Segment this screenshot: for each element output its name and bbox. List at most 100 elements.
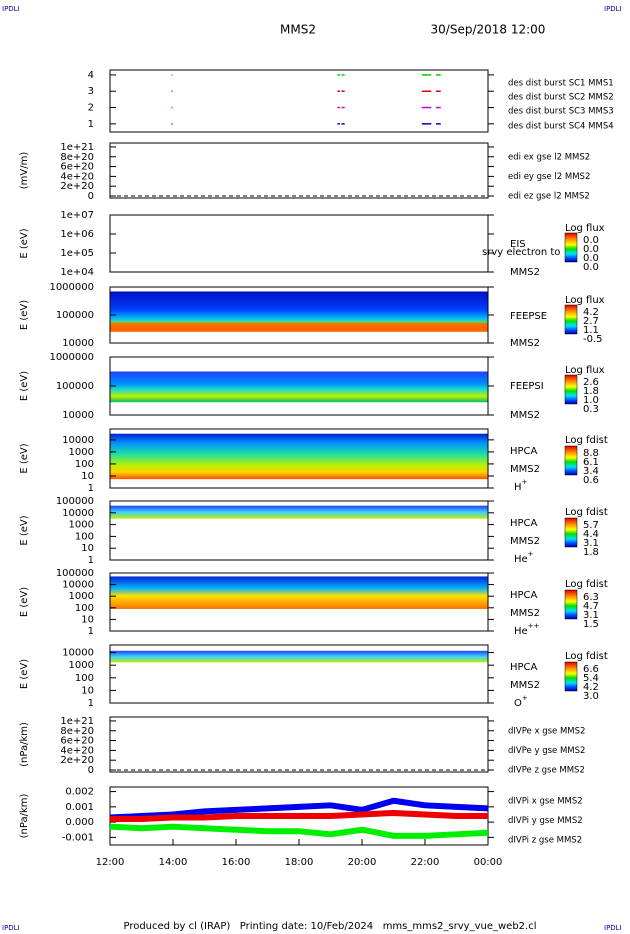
y-tick-label: 4	[88, 70, 94, 81]
panel-frame	[109, 716, 489, 773]
species-ion: He	[514, 554, 528, 565]
legend-entry: des dist burst SC3 MMS3	[508, 107, 614, 117]
instrument-label: HPCA	[510, 662, 538, 673]
y-tick-label: 1000	[69, 660, 94, 671]
colorbar-title: Log fdist	[565, 507, 608, 518]
x-tick-label: 12:00	[96, 857, 125, 868]
y-axis-label: (mV/m)	[19, 152, 30, 190]
y-tick-label: 1	[88, 119, 94, 130]
data-line	[109, 797, 489, 821]
colorbar-tick-label: 0.0	[583, 253, 599, 264]
colorbar-tick-label: 6.3	[583, 592, 599, 603]
panel-frame	[109, 214, 489, 273]
colorbar	[564, 232, 578, 263]
spacecraft-label: MMS2	[510, 464, 540, 475]
y-tick-label: 1000	[69, 447, 94, 458]
y-axis-label: E (eV)	[19, 300, 30, 330]
species-ion: He	[514, 626, 528, 637]
colorbar-tick-label: 3.1	[583, 538, 599, 549]
y-tick-label: 10	[81, 471, 94, 482]
colorbar-title: Log fdist	[565, 435, 608, 446]
panel-frame	[109, 644, 489, 704]
title: MMS2	[280, 23, 316, 37]
y-tick-label: 1e+21	[60, 716, 94, 727]
y-tick-label: 2	[88, 103, 94, 114]
y-tick-label: 1000	[69, 520, 94, 531]
legend-entry: dIVPi y gse MMS2	[508, 816, 583, 826]
y-tick-label: 6e+20	[60, 162, 94, 173]
instrument-label: HPCA	[510, 446, 538, 457]
y-tick-label: 2e+20	[60, 181, 94, 192]
y-tick-label: 10000	[62, 648, 94, 659]
corner-mark: IPDLI	[2, 924, 20, 932]
y-tick-label: 0.001	[65, 802, 94, 813]
legend-entry: des dist burst SC4 MMS4	[508, 122, 614, 132]
legend-entry: dIVPe y gse MMS2	[508, 746, 585, 756]
legend-entry: edi ez gse l2 MMS2	[508, 192, 590, 202]
y-axis-label: (nPa/km)	[19, 794, 30, 839]
y-tick-label: 0	[88, 191, 94, 202]
panel-frame	[109, 500, 489, 561]
colorbar-tick-label: 0.3	[583, 404, 599, 415]
y-tick-label: 100	[75, 673, 94, 684]
colorbar	[564, 517, 578, 548]
y-tick-label: 4e+20	[60, 171, 94, 182]
y-tick-label: 100000	[56, 310, 94, 321]
panel-frame	[109, 428, 489, 489]
y-tick-label: 1e+05	[60, 248, 94, 259]
x-tick-label: 00:00	[474, 857, 503, 868]
spectrogram	[110, 291, 488, 332]
species-ion: H	[514, 482, 522, 493]
y-axis-label: E (eV)	[19, 228, 30, 258]
colorbar-tick-label: 0.6	[583, 475, 599, 486]
y-tick-label: 4e+20	[60, 745, 94, 756]
legend-entry: dIVPe z gse MMS2	[508, 766, 585, 776]
legend-entry: des dist burst SC2 MMS2	[508, 93, 614, 103]
corner-mark: IPDLI	[604, 924, 622, 932]
y-tick-label: 0.002	[65, 787, 94, 798]
panel-frame	[109, 572, 489, 632]
y-tick-label: 100000	[56, 381, 94, 392]
colorbar-tick-label: 8.8	[583, 448, 599, 459]
spacecraft-label: MMS2	[510, 536, 540, 547]
y-tick-label: 1	[88, 555, 94, 566]
y-tick-label: 3	[88, 86, 94, 97]
y-axis-label: E (eV)	[19, 371, 30, 401]
colorbar-tick-label: 6.1	[583, 457, 599, 468]
y-tick-label: 10000	[62, 508, 94, 519]
species-charge: +	[522, 694, 528, 702]
colorbar	[564, 661, 578, 692]
y-tick-label: 10	[81, 614, 94, 625]
colorbar-title: Log flux	[565, 295, 605, 306]
instrument-label: HPCA	[510, 518, 538, 529]
colorbar-tick-label: 3.1	[583, 610, 599, 621]
species-label: He+	[514, 550, 534, 565]
y-tick-label: 8e+20	[60, 152, 94, 163]
instrument-label: HPCA	[510, 590, 538, 601]
colorbar-title: Log fdist	[565, 579, 608, 590]
colorbar-tick-label: 1.5	[583, 619, 599, 630]
colorbar-tick-label: 5.4	[583, 673, 599, 684]
y-tick-label: 1	[88, 483, 94, 494]
y-tick-label: 1e+21	[60, 142, 94, 153]
legend-entry: edi ex gse l2 MMS2	[508, 153, 590, 163]
x-tick-label: 16:00	[222, 857, 251, 868]
spectrogram	[110, 433, 488, 480]
colorbar-tick-label: 4.7	[583, 601, 599, 612]
colorbar-tick-label: 6.6	[583, 664, 599, 675]
spectrogram	[110, 576, 488, 609]
colorbar	[564, 445, 578, 476]
x-tick-label: 18:00	[285, 857, 314, 868]
y-tick-label: 8e+20	[60, 726, 94, 737]
y-tick-label: -0.001	[62, 832, 94, 843]
footer: Produced by cl (IRAP) Printing date: 10/…	[123, 921, 536, 932]
y-tick-label: 1e+04	[60, 267, 94, 278]
legend-entry: dIVPi x gse MMS2	[508, 797, 583, 807]
spectrogram	[110, 505, 488, 519]
colorbar-tick-label: 1.1	[583, 325, 599, 336]
y-tick-label: 1e+07	[60, 210, 94, 221]
colorbar-tick-label: 0.0	[583, 262, 599, 273]
x-tick-label: 20:00	[348, 857, 377, 868]
corner-mark: IPDLI	[604, 5, 622, 13]
y-tick-label: 10000	[62, 580, 94, 591]
